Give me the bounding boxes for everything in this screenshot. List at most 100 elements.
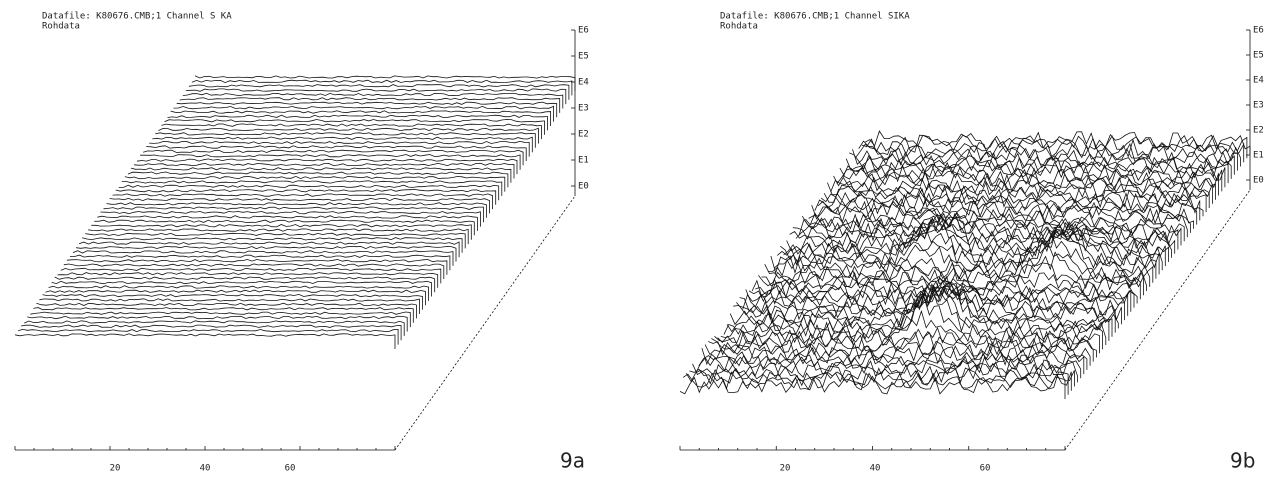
surface-row xyxy=(97,215,478,231)
panel: Datafile: K80676.CMB;1 Channel S KARohda… xyxy=(14,12,589,474)
surface-row xyxy=(194,75,576,91)
surface-row xyxy=(115,189,497,205)
x-tick-label: 20 xyxy=(780,464,791,474)
surface-row xyxy=(112,193,494,210)
surface-row xyxy=(842,159,1229,184)
surface-row xyxy=(717,298,1103,350)
z-tick-label: E6 xyxy=(578,26,589,36)
surface-row xyxy=(188,84,570,100)
z-tick-label: E0 xyxy=(1253,176,1264,186)
surface-row xyxy=(152,136,533,153)
header-line: Datafile: K80676.CMB;1 Channel S KA xyxy=(42,12,232,22)
surface-row xyxy=(173,105,554,122)
surface-row xyxy=(17,328,399,345)
surface-row xyxy=(685,367,1072,391)
z-tick-label: E2 xyxy=(578,130,589,140)
surface-row xyxy=(100,210,481,227)
surface-row xyxy=(861,134,1248,159)
surface-row xyxy=(692,358,1078,383)
surface-row xyxy=(701,344,1088,370)
surface-row xyxy=(81,237,463,253)
surface-row xyxy=(149,140,530,157)
surface-row xyxy=(78,241,460,258)
surface-row xyxy=(823,184,1210,208)
surface-row xyxy=(739,283,1125,321)
surface-row xyxy=(786,213,1172,258)
surface-row xyxy=(36,302,417,319)
surface-row xyxy=(24,320,405,336)
surface-row xyxy=(698,350,1085,375)
z-tick-label: E1 xyxy=(1253,151,1264,161)
x-tick-label: 40 xyxy=(870,464,881,474)
surface-row xyxy=(85,232,466,249)
surface-row xyxy=(14,333,396,349)
y-axis xyxy=(1064,189,1251,451)
z-tick-label: E2 xyxy=(1253,126,1264,136)
surface-row xyxy=(795,212,1182,246)
surface-row xyxy=(106,202,487,218)
surface-row xyxy=(42,293,423,310)
surface-row xyxy=(711,326,1097,358)
surface-row xyxy=(801,212,1188,238)
surface-row xyxy=(805,208,1191,233)
surface-row xyxy=(839,163,1226,188)
surface-row xyxy=(167,114,548,131)
surface-row xyxy=(136,158,518,175)
surface-row xyxy=(48,285,430,301)
surface-row xyxy=(792,215,1179,250)
surface-row xyxy=(130,167,512,183)
surface-row xyxy=(776,226,1163,271)
surface-row xyxy=(133,162,515,179)
surface-row xyxy=(704,340,1091,366)
surface-row xyxy=(736,277,1122,325)
surface-row xyxy=(808,205,1194,229)
surface-row xyxy=(811,200,1198,225)
surface-row xyxy=(755,272,1141,300)
surface-row xyxy=(182,92,564,109)
surface-row xyxy=(864,130,1251,154)
surface-row xyxy=(833,171,1219,196)
surface-row xyxy=(185,88,567,105)
surface-row xyxy=(845,156,1232,179)
surface-row xyxy=(855,142,1241,167)
surface-row xyxy=(830,176,1216,200)
surface-row xyxy=(66,259,448,275)
z-tick-label: E5 xyxy=(578,52,589,62)
surface-row xyxy=(164,119,545,135)
surface-row xyxy=(54,276,436,293)
surface-row xyxy=(51,280,433,297)
surface-row xyxy=(146,145,527,161)
figure-label: 9b xyxy=(1230,449,1255,473)
surface-row xyxy=(714,309,1100,354)
surface-row xyxy=(45,289,426,306)
surface-row xyxy=(689,362,1075,387)
surface-row xyxy=(30,311,411,328)
surface-row xyxy=(91,224,472,240)
surface-row xyxy=(745,284,1132,312)
surface-row xyxy=(780,220,1166,267)
surface-row xyxy=(820,188,1207,213)
surface-row xyxy=(118,184,500,201)
surface-row xyxy=(140,154,521,170)
surface-row xyxy=(109,197,491,214)
surface-row xyxy=(33,307,414,323)
surface-row xyxy=(789,212,1176,254)
z-tick-label: E4 xyxy=(1253,76,1264,86)
z-tick-label: E6 xyxy=(1253,26,1264,36)
surface-row xyxy=(191,79,573,96)
surface-row xyxy=(75,245,457,262)
surface-row xyxy=(179,97,561,113)
surface-row xyxy=(773,224,1160,275)
surface-row xyxy=(729,275,1116,333)
surface-row xyxy=(767,232,1154,283)
surface-row xyxy=(142,149,524,166)
surface-row xyxy=(770,226,1157,279)
surface-row xyxy=(60,267,442,284)
x-tick-label: 60 xyxy=(285,464,296,474)
surface-row xyxy=(764,244,1151,287)
surface-row xyxy=(161,123,542,140)
z-tick-label: E0 xyxy=(578,182,589,192)
surface-row xyxy=(695,354,1082,379)
surface-row xyxy=(783,213,1169,262)
z-tick-label: E3 xyxy=(1253,101,1264,111)
